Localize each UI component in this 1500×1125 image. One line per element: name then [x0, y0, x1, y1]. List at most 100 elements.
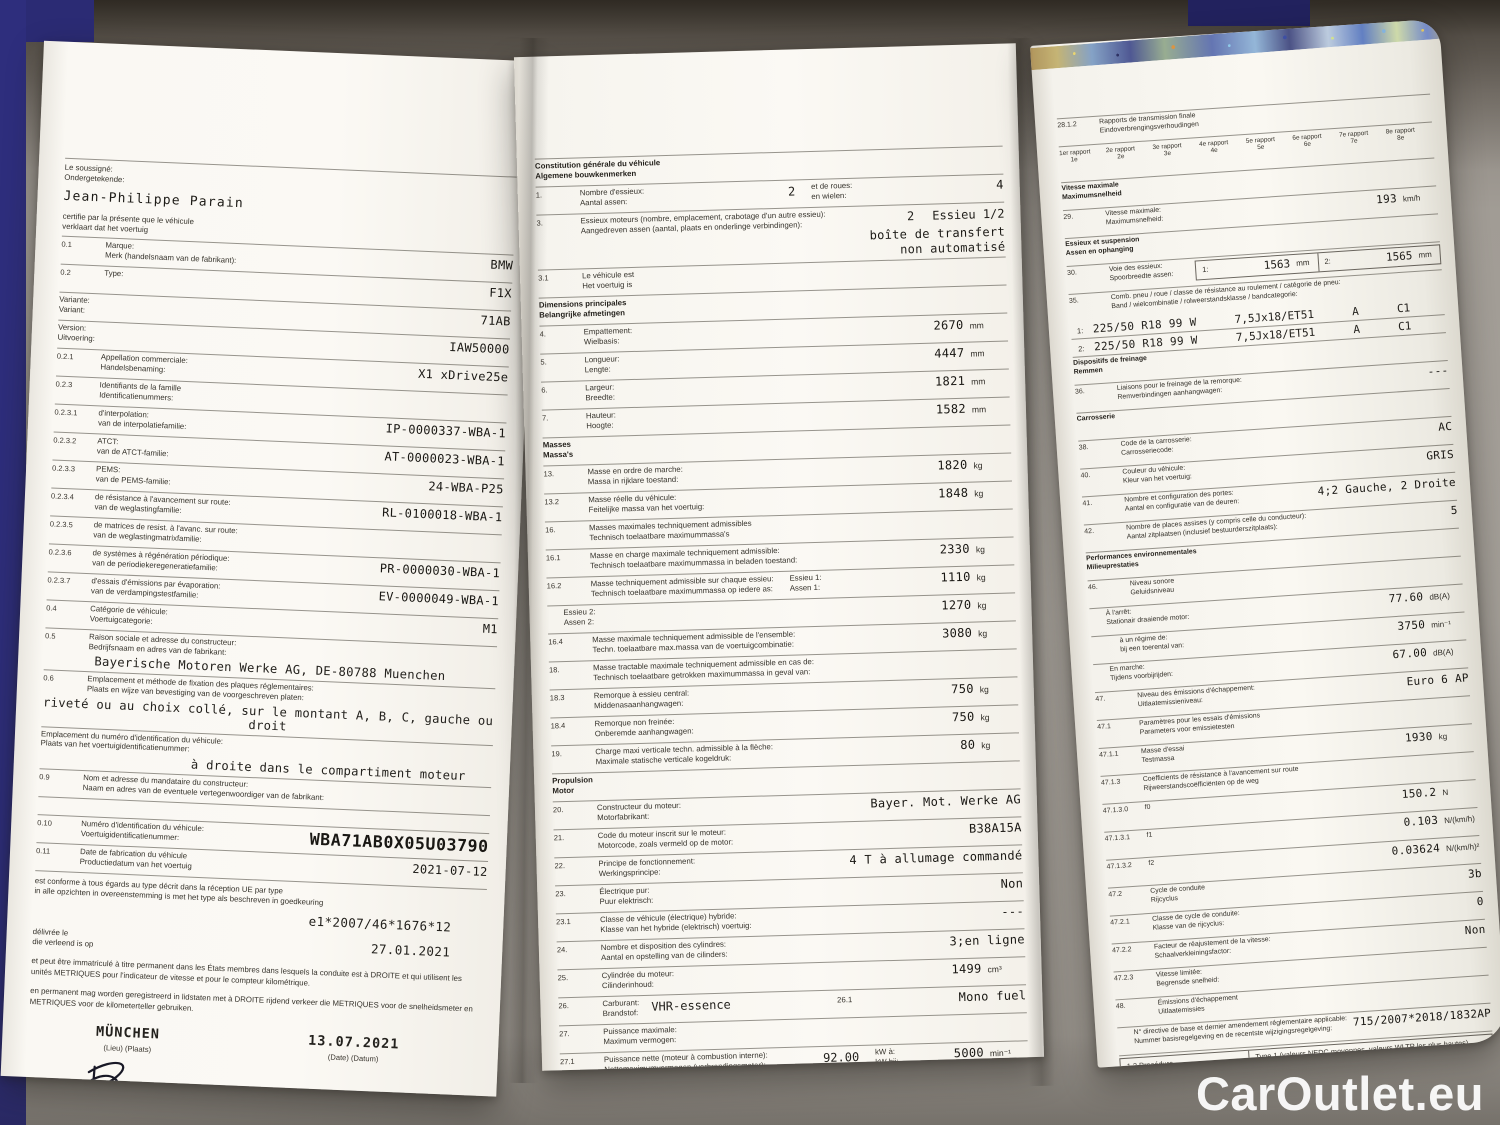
row-unit: kg: [976, 572, 986, 583]
row-labels: Hauteur: Hoogte:: [586, 411, 616, 431]
row-number: 18.4: [550, 721, 566, 731]
table-edge-top-right: [1188, 0, 1310, 26]
row-number: 47.1.3.0: [1102, 806, 1129, 815]
row-labels: Classe de cycle de conduite: Klasse van …: [1152, 910, 1241, 933]
sub-label-nl: Assen 1:: [789, 582, 821, 593]
row-labels: f0: [1144, 804, 1150, 813]
row-labels: f1: [1146, 832, 1152, 841]
label-nl: Motorfabrikant:: [597, 811, 650, 823]
row-value: AC: [1437, 419, 1453, 434]
row-value: M1: [482, 621, 499, 637]
row-unit: kg: [978, 628, 988, 639]
row-unit: mm: [969, 320, 984, 331]
sub-label-nl: en wielen:: [811, 190, 847, 201]
row-unit: N/(km/h): [1443, 814, 1476, 826]
page-3-content: 28.1.2 Rapports de transmission finale E…: [1030, 19, 1500, 1068]
page-2-rows: Constitution générale du véhicule Algeme…: [534, 145, 1032, 1071]
row-labels: Marque: Merk (handelsnaam van de fabrika…: [105, 240, 237, 265]
row-value: 4447: [934, 346, 965, 361]
row-value: Non: [1000, 876, 1024, 892]
row-number: 3.1: [538, 273, 549, 283]
row-labels: Version: Uitvoering:: [57, 323, 95, 344]
label-fr: Type:: [104, 268, 124, 279]
label-nl: Wielbasis:: [583, 336, 620, 347]
row-unit: N: [1442, 787, 1449, 798]
row-value: X1 xDrive25e: [417, 366, 509, 385]
page-3-rows: Dispositifs de freinage Remmen 36. Liais…: [1072, 333, 1493, 1057]
row-number: 47.2: [1108, 890, 1123, 899]
row-value: 3b: [1467, 866, 1483, 881]
sub-label-nl: Assen 2:: [563, 617, 595, 628]
row-number: 27.1: [559, 1057, 575, 1067]
row-labels: Voie des essieux: Spoorbreedte assen:: [1109, 262, 1174, 283]
row-unit: mm: [971, 376, 986, 387]
label-nl: Motor: [552, 785, 575, 796]
label-nl: Aantal assen:: [579, 196, 628, 208]
row-number: 42.: [1084, 527, 1095, 536]
row-labels: Performances environnementales Milieupre…: [1086, 548, 1198, 572]
issued-label: délivrée le die verleend is op: [32, 927, 371, 961]
row-labels: Numéro d'identification du véhicule: Voe…: [81, 819, 205, 843]
row-unit: km/h: [1402, 193, 1421, 204]
tyre-category: C1: [1396, 301, 1411, 316]
page-1-content: Le soussigné: Ondergetekende: Jean-Phili…: [1, 41, 540, 1097]
watermark: CarOutlet.eu: [1195, 1067, 1484, 1120]
row-number: 47.: [1095, 695, 1106, 704]
row-number: 16.1: [545, 553, 561, 563]
row-labels: Longueur: Lengte:: [584, 355, 620, 375]
row-number: 41.: [1082, 499, 1093, 508]
row-number: 0.11: [35, 846, 51, 856]
page-1-rows: 0.1 Marque: Merk (handelsnaam van de fab…: [35, 235, 514, 890]
row-labels: Constructeur du moteur: Motorfabrikant:: [597, 801, 682, 823]
row-labels: PEMS: van de PEMS-familie:: [96, 464, 172, 486]
row-value: 4: [995, 177, 1004, 192]
label-nl: Lengte:: [584, 364, 611, 375]
row-value: EV-0000049-WBA-1: [378, 589, 500, 609]
row-sub-labels: Essieu 1: Assen 1:: [789, 573, 822, 593]
row-value: 1820: [937, 458, 968, 473]
row-number: 25.: [557, 973, 569, 983]
row-number: 16.2: [546, 581, 562, 591]
row-value: 3750: [1397, 618, 1426, 633]
label-fr: Longueur:: [584, 354, 620, 365]
rim-size: 7,5Jx18/ET51: [1234, 307, 1315, 327]
label-nl: Feitelijke massa van het voertuig:: [588, 502, 705, 515]
row-unit: kg: [979, 684, 989, 695]
row-number: 47.1.3: [1100, 778, 1121, 787]
row-value: 750: [950, 681, 974, 697]
row-labels: Vitesse maximale Maximumsnelheid: [1061, 181, 1122, 202]
label-fr: Propulsion: [552, 775, 594, 786]
rolling-resistance-class: A: [1351, 304, 1360, 319]
row-value: 2330: [939, 541, 971, 557]
row-labels: Couleur du véhicule: Kleur van het voert…: [1122, 464, 1192, 486]
row-value: Non: [1464, 922, 1486, 938]
row-labels: En marche: Tijdens voorbijrijden:: [1093, 662, 1173, 684]
row-labels: Remorque à essieu central: Middenasaanha…: [594, 689, 690, 711]
row-labels: Nombre d'essieux: Aantal assen:: [580, 187, 645, 208]
row-number: 16.4: [548, 637, 564, 647]
row-labels: Niveau des émissions d'échappement: Uitl…: [1137, 685, 1256, 710]
row-value: IP-0000337-WBA-1: [385, 421, 507, 441]
row-number: 5.: [540, 357, 547, 367]
gear-ratio-column: 7e rapport 7e: [1339, 129, 1388, 162]
row-labels: d'essais d'émissions par évaporation: va…: [91, 576, 221, 601]
row-mid-value: 2: [787, 184, 796, 199]
row-value: 1930: [1404, 729, 1434, 745]
row-value: 150.2: [1401, 785, 1437, 801]
row-value: 3;en ligne: [949, 932, 1025, 949]
row-labels: Nombre et disposition des cylindres: Aan…: [601, 940, 728, 963]
row-number: 22.: [554, 861, 566, 871]
row-value: 4 T à allumage commandé: [849, 848, 1023, 868]
label-fr: Nombre d'essieux:: [579, 186, 645, 198]
label-nl: Middenasaanhangwagen:: [593, 698, 684, 711]
row-number: 6.: [541, 385, 548, 395]
row-labels: Empattement: Wielbasis:: [584, 326, 633, 347]
row-value: GRIS: [1425, 447, 1455, 463]
row-value: 193: [1375, 192, 1398, 207]
row-value: PR-0000030-WBA-1: [379, 561, 501, 581]
track-axle1-value: 1563: [1263, 257, 1291, 272]
row-unit: kg: [977, 600, 987, 611]
row-number: 21.: [553, 833, 565, 843]
tyre-category: C1: [1397, 319, 1412, 334]
row-number: 29.: [1063, 213, 1074, 222]
